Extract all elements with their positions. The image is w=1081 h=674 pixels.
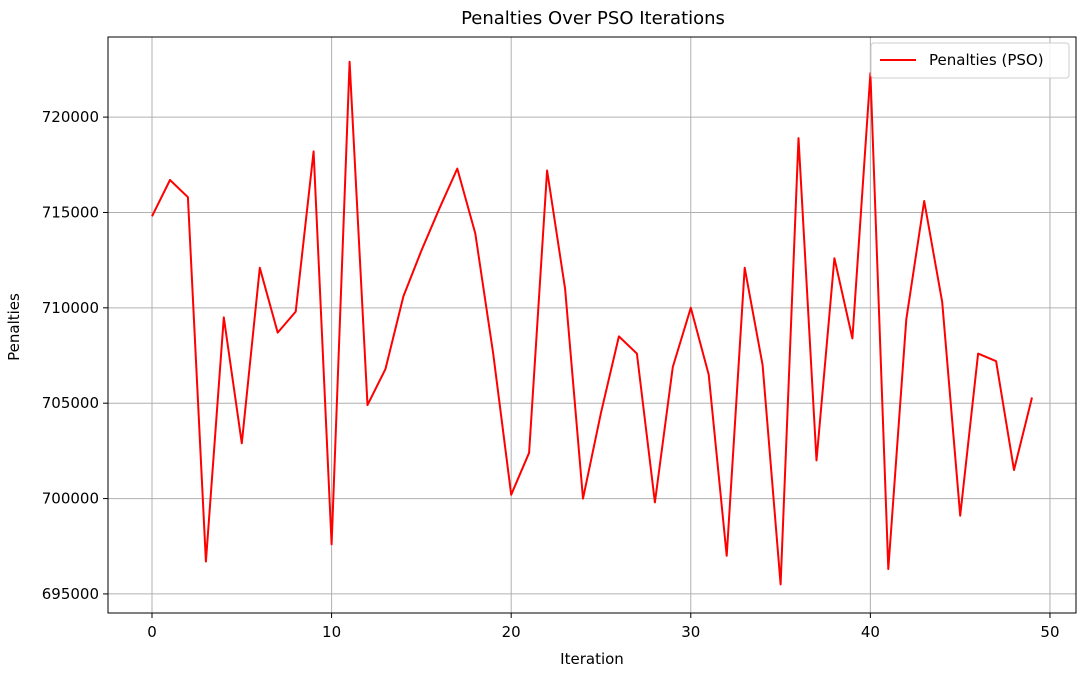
grid-lines — [108, 37, 1076, 613]
x-tick-label: 0 — [147, 623, 157, 641]
series-layer — [151, 60, 1033, 586]
y-tick-label: 715000 — [42, 203, 99, 221]
y-tick-label: 705000 — [42, 394, 99, 412]
legend-box — [870, 42, 1070, 79]
x-tick-label: 40 — [861, 623, 880, 641]
y-axis-ticks: 695000 700000 705000 710000 715000 720000 — [42, 108, 108, 603]
x-tick-label: 10 — [322, 623, 341, 641]
plot-frame — [107, 36, 1077, 614]
legend-label: Penalties (PSO) — [929, 51, 1044, 69]
chart-title: Penalties Over PSO Iterations — [461, 8, 725, 29]
series-line — [151, 60, 1033, 586]
y-tick-label: 695000 — [42, 585, 99, 603]
x-tick-label: 50 — [1040, 623, 1059, 641]
legend: Penalties (PSO) — [870, 42, 1070, 79]
y-tick-label: 720000 — [42, 108, 99, 126]
y-tick-label: 710000 — [42, 299, 99, 317]
y-tick-label: 700000 — [42, 490, 99, 508]
y-axis-label: Penalties — [5, 293, 23, 361]
x-tick-label: 30 — [681, 623, 700, 641]
x-axis-ticks: 0 10 20 30 40 50 — [147, 613, 1060, 641]
x-axis-label: Iteration — [560, 650, 624, 668]
x-tick-label: 20 — [502, 623, 521, 641]
